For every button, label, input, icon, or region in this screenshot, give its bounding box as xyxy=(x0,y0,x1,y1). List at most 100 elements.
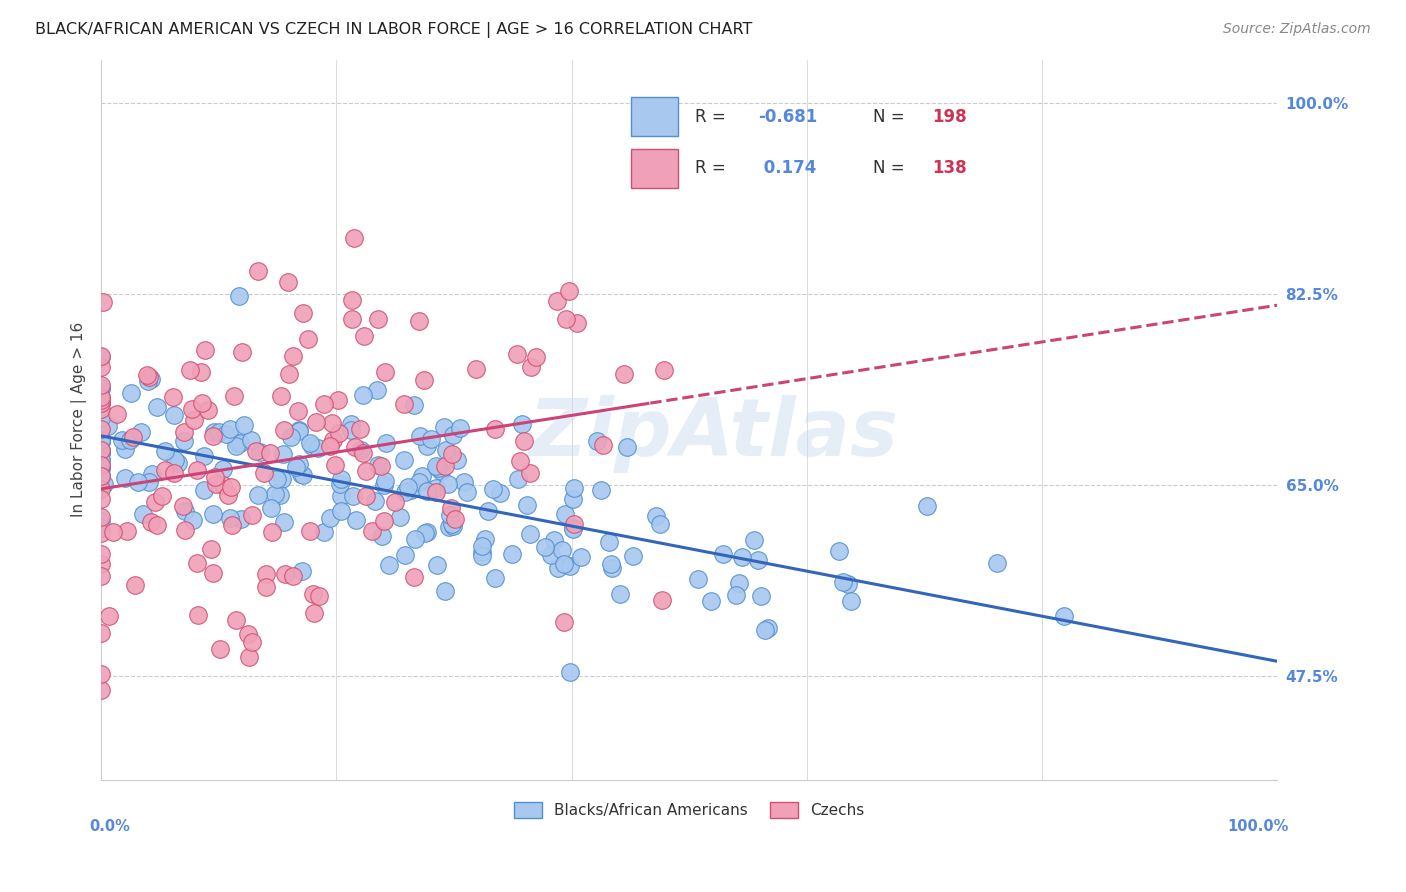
Point xyxy=(93,476,115,491)
Point xyxy=(484,571,506,585)
Point xyxy=(90,626,112,640)
Point xyxy=(90,433,112,447)
Point xyxy=(240,434,263,448)
Point xyxy=(340,293,363,308)
Point xyxy=(225,438,247,452)
Point xyxy=(229,511,252,525)
Point xyxy=(354,489,377,503)
Point xyxy=(186,463,208,477)
Point xyxy=(554,507,576,521)
Point xyxy=(90,433,112,447)
Point xyxy=(288,457,311,471)
Point xyxy=(731,550,754,565)
Point xyxy=(352,446,374,460)
Point xyxy=(592,438,614,452)
Point xyxy=(173,425,195,439)
Point xyxy=(122,430,145,444)
Point xyxy=(543,533,565,547)
Point xyxy=(489,486,512,500)
Point xyxy=(322,433,344,447)
Point xyxy=(567,317,589,331)
Point xyxy=(260,501,283,516)
Point xyxy=(508,472,530,486)
Point xyxy=(321,416,343,430)
Point xyxy=(291,564,314,578)
Point xyxy=(273,515,295,529)
Point xyxy=(90,422,112,436)
Point xyxy=(433,420,456,434)
Point xyxy=(222,389,245,403)
Point xyxy=(374,365,396,379)
Point xyxy=(174,523,197,537)
Point xyxy=(141,467,163,481)
Point xyxy=(90,382,112,396)
Point xyxy=(516,498,538,512)
Point xyxy=(90,442,112,457)
Point xyxy=(323,458,346,472)
Point xyxy=(411,468,433,483)
Point xyxy=(404,570,426,584)
Point xyxy=(163,466,186,480)
Point xyxy=(271,447,294,461)
Point xyxy=(191,395,214,409)
Point xyxy=(254,580,277,594)
Point xyxy=(326,393,349,408)
Point xyxy=(292,467,315,482)
Point xyxy=(412,373,434,387)
Point xyxy=(512,434,534,449)
Point xyxy=(558,665,581,679)
Point xyxy=(194,343,217,358)
Point xyxy=(90,409,112,424)
Point xyxy=(145,495,167,509)
Point xyxy=(90,547,112,561)
Text: Source: ZipAtlas.com: Source: ZipAtlas.com xyxy=(1223,22,1371,37)
Point xyxy=(90,460,112,475)
Point xyxy=(277,275,299,289)
Point xyxy=(181,402,204,417)
Point xyxy=(540,548,562,562)
Point xyxy=(208,641,231,656)
Point xyxy=(205,476,228,491)
Point xyxy=(441,516,464,531)
Point xyxy=(287,404,309,418)
Point xyxy=(837,576,859,591)
Point xyxy=(560,558,582,573)
Point xyxy=(510,417,533,431)
Y-axis label: In Labor Force | Age > 16: In Labor Force | Age > 16 xyxy=(72,322,87,517)
Point xyxy=(90,458,112,473)
Point xyxy=(654,363,676,377)
Point xyxy=(90,406,112,420)
Point xyxy=(392,453,415,467)
Point xyxy=(179,362,201,376)
Point xyxy=(200,542,222,557)
Point xyxy=(245,444,267,458)
Point xyxy=(90,446,112,460)
Point xyxy=(302,606,325,620)
Point xyxy=(90,390,112,404)
Point xyxy=(129,425,152,439)
Point xyxy=(711,547,734,561)
Point xyxy=(90,404,112,418)
Point xyxy=(138,370,160,384)
Point xyxy=(471,545,494,559)
Point xyxy=(508,454,530,468)
Point xyxy=(415,438,437,452)
Point xyxy=(187,608,209,623)
Point xyxy=(90,446,112,460)
Point xyxy=(90,468,112,483)
Point xyxy=(288,424,311,438)
Point xyxy=(558,284,581,298)
Point xyxy=(260,524,283,539)
Point xyxy=(350,442,373,457)
Point xyxy=(373,477,395,491)
Legend: Blacks/African Americans, Czechs: Blacks/African Americans, Czechs xyxy=(506,795,872,826)
Point xyxy=(430,464,453,478)
Point xyxy=(297,332,319,346)
Point xyxy=(562,516,585,531)
Point xyxy=(441,519,464,533)
Point xyxy=(186,556,208,570)
Point xyxy=(90,492,112,507)
Point xyxy=(283,569,305,583)
Point xyxy=(146,400,169,414)
Point xyxy=(600,561,623,575)
